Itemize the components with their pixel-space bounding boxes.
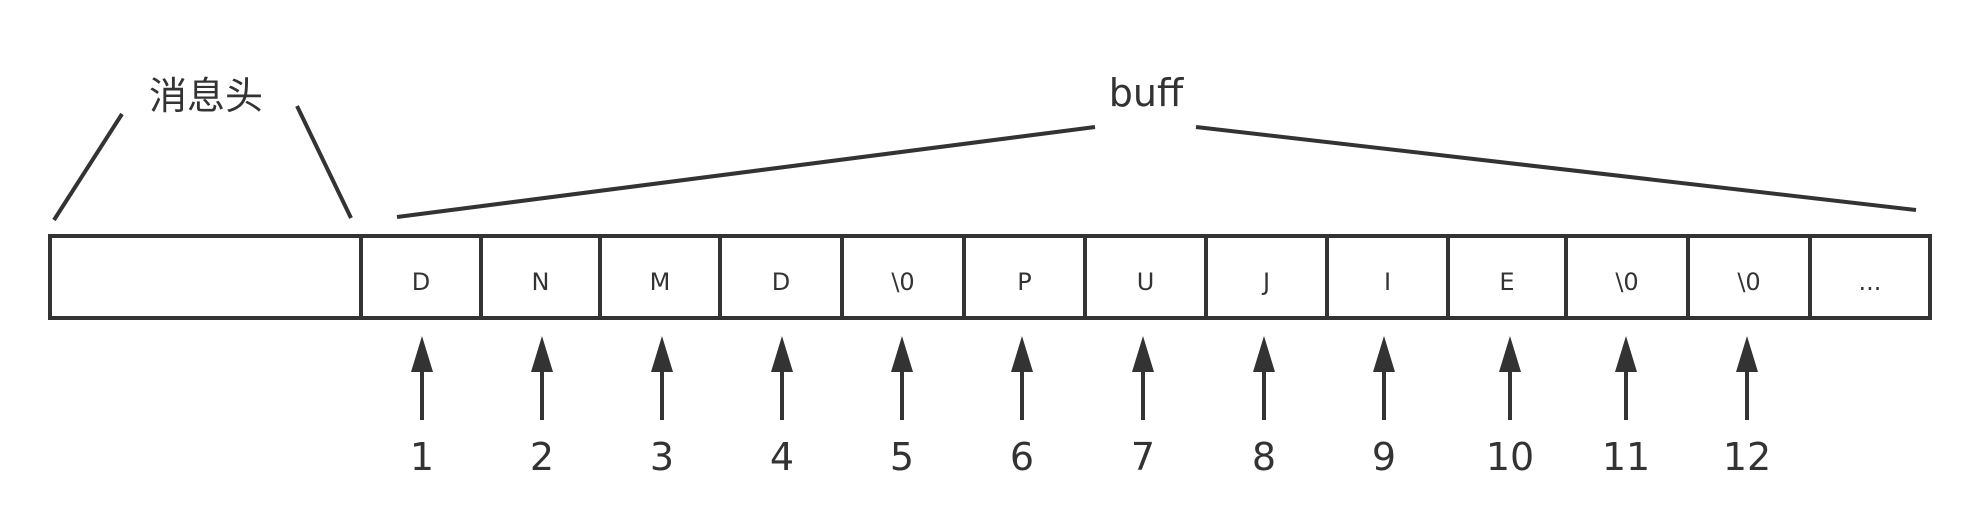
buffer-cell-value: D: [772, 268, 790, 296]
buffer-cell-value: \0: [1737, 268, 1760, 296]
buffer-cell: [598, 234, 722, 320]
pointer-index-label: 9: [1372, 435, 1396, 479]
pointer-index-label: 3: [650, 435, 674, 479]
message-header-block: [48, 234, 363, 320]
pointer-index-label: 12: [1723, 435, 1771, 479]
pointer-index-label: 4: [770, 435, 794, 479]
buffer-cell: [1808, 234, 1932, 320]
pointer-index-label: 1: [410, 435, 434, 479]
pointer-arrow-head: [1011, 336, 1033, 372]
pointer-index-label: 8: [1252, 435, 1276, 479]
buffer-cell-value: \0: [1615, 268, 1638, 296]
buffer-cell-value: E: [1499, 268, 1514, 296]
buffer-cell: [1204, 234, 1329, 320]
header-brace-right: [295, 105, 353, 219]
pointer-arrow-head: [1132, 336, 1154, 372]
header-brace-left: [52, 112, 124, 222]
pointer-index-label: 6: [1010, 435, 1034, 479]
buffer-cell: [1686, 234, 1812, 320]
buffer-cell: [1325, 234, 1450, 320]
buffer-cell: [479, 234, 602, 320]
buffer-cell-value: M: [650, 268, 671, 296]
buffer-cell-value: U: [1137, 268, 1155, 296]
pointer-index-label: 2: [530, 435, 554, 479]
pointer-arrows: 1 2 3 4 5 6 7 8 9 10 11 12: [410, 336, 1771, 479]
buffer-cell-value: N: [532, 268, 550, 296]
pointer-arrow-head: [411, 336, 433, 372]
buffer-cell: [359, 234, 483, 320]
pointer-arrow-head: [771, 336, 793, 372]
buffer-cell-value: I: [1384, 268, 1391, 296]
buffer-cell-value: J: [1261, 268, 1270, 296]
buffer-cell-value: ...: [1859, 268, 1882, 296]
pointer-arrow-head: [1499, 336, 1521, 372]
pointer-arrow-head: [891, 336, 913, 372]
pointer-arrow-head: [1253, 336, 1275, 372]
buffer-cell: [840, 234, 966, 320]
buffer-cell: [1083, 234, 1208, 320]
pointer-index-label: 7: [1131, 435, 1155, 479]
pointer-arrow-head: [1373, 336, 1395, 372]
pointer-index-label: 11: [1602, 435, 1650, 479]
buffer-cells: D N M D \0 P U J I E \0 \0...: [359, 234, 1932, 320]
header-label: 消息头: [149, 74, 263, 118]
pointer-index-label: 10: [1486, 435, 1534, 479]
buff-brace-right: [1195, 125, 1917, 212]
buffer-cell-value: D: [412, 268, 430, 296]
pointer-arrow-head: [1615, 336, 1637, 372]
buff-brace-left: [396, 125, 1096, 219]
buffer-cell: [962, 234, 1087, 320]
pointer-index-label: 5: [890, 435, 914, 479]
pointer-arrow-head: [1736, 336, 1758, 372]
pointer-arrow-head: [531, 336, 553, 372]
pointer-arrow-head: [651, 336, 673, 372]
buffer-cell-value: P: [1017, 268, 1031, 296]
buffer-cell-value: \0: [891, 268, 914, 296]
buffer-cell: [1446, 234, 1568, 320]
buff-label: buff: [1109, 71, 1184, 115]
